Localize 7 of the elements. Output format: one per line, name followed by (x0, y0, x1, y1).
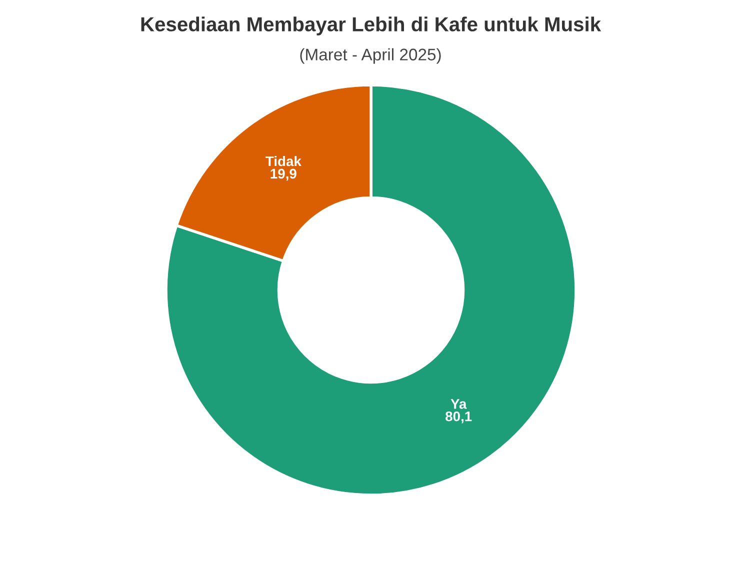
slice-label: Tidak (266, 156, 302, 166)
data-label: 80,1 (446, 411, 472, 424)
donut-slice (164, 84, 578, 496)
slice-label: Ya (450, 399, 467, 409)
data-label: 19,9 (270, 168, 296, 181)
chart-subtitle: (Maret - April 2025) (300, 48, 441, 64)
chart-title: Kesediaan Membayar Lebih di Kafe untuk Musik (141, 16, 602, 36)
